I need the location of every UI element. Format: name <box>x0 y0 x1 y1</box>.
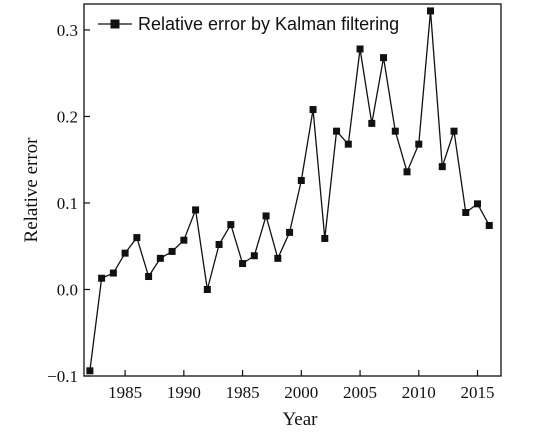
x-tick-label: 2010 <box>402 383 436 402</box>
legend: Relative error by Kalman filtering <box>98 14 399 34</box>
y-tick-label: 0.2 <box>57 107 78 126</box>
data-point <box>227 221 235 229</box>
data-point <box>344 140 352 148</box>
series-layer <box>86 7 493 375</box>
data-point <box>415 140 423 148</box>
data-point <box>250 252 258 260</box>
data-point <box>109 269 117 277</box>
data-point <box>333 127 341 135</box>
y-tick-label: 0.1 <box>57 194 78 213</box>
data-point <box>485 221 493 229</box>
data-point <box>133 234 141 242</box>
data-point <box>380 54 388 62</box>
data-point <box>215 241 223 248</box>
x-tick-label: 1985 <box>108 383 142 402</box>
x-tick-label: 2005 <box>343 383 377 402</box>
data-point <box>98 274 106 282</box>
data-point <box>403 168 411 176</box>
data-point <box>462 208 470 216</box>
data-point <box>438 163 446 171</box>
data-point <box>156 254 164 262</box>
data-point <box>309 106 317 114</box>
data-point <box>356 45 364 53</box>
data-point <box>262 212 270 220</box>
legend-marker <box>110 19 120 29</box>
data-point <box>192 206 200 214</box>
data-point <box>180 236 188 244</box>
y-axis: −0.1 0.0 0.1 0.2 0.3 <box>47 21 90 386</box>
data-point <box>121 249 129 257</box>
x-axis: 1985 1990 1985 2000 2005 2010 2015 <box>108 370 495 402</box>
x-tick-label: 1985 <box>226 383 260 402</box>
data-point <box>321 234 329 242</box>
y-tick-label: 0.0 <box>57 280 78 299</box>
data-point <box>286 228 294 236</box>
data-point <box>86 367 94 375</box>
data-point <box>239 260 247 268</box>
data-point <box>145 273 153 281</box>
data-point <box>474 200 482 208</box>
x-axis-title: Year <box>282 409 318 430</box>
legend-label: Relative error by Kalman filtering <box>138 14 399 34</box>
x-tick-label: 1990 <box>167 383 201 402</box>
data-point <box>427 7 435 15</box>
plot-frame <box>83 3 502 377</box>
data-point <box>450 127 458 135</box>
y-tick-label: −0.1 <box>47 367 78 386</box>
data-point <box>203 285 211 293</box>
x-tick-label: 2000 <box>284 383 318 402</box>
data-point <box>297 176 305 184</box>
data-point <box>368 119 376 127</box>
data-point <box>168 247 176 255</box>
y-axis-title: Relative error <box>21 137 42 243</box>
data-point <box>391 127 399 135</box>
y-tick-label: 0.3 <box>57 21 78 40</box>
series-line <box>89 10 490 371</box>
data-point <box>274 254 282 262</box>
x-tick-label: 2015 <box>461 383 495 402</box>
